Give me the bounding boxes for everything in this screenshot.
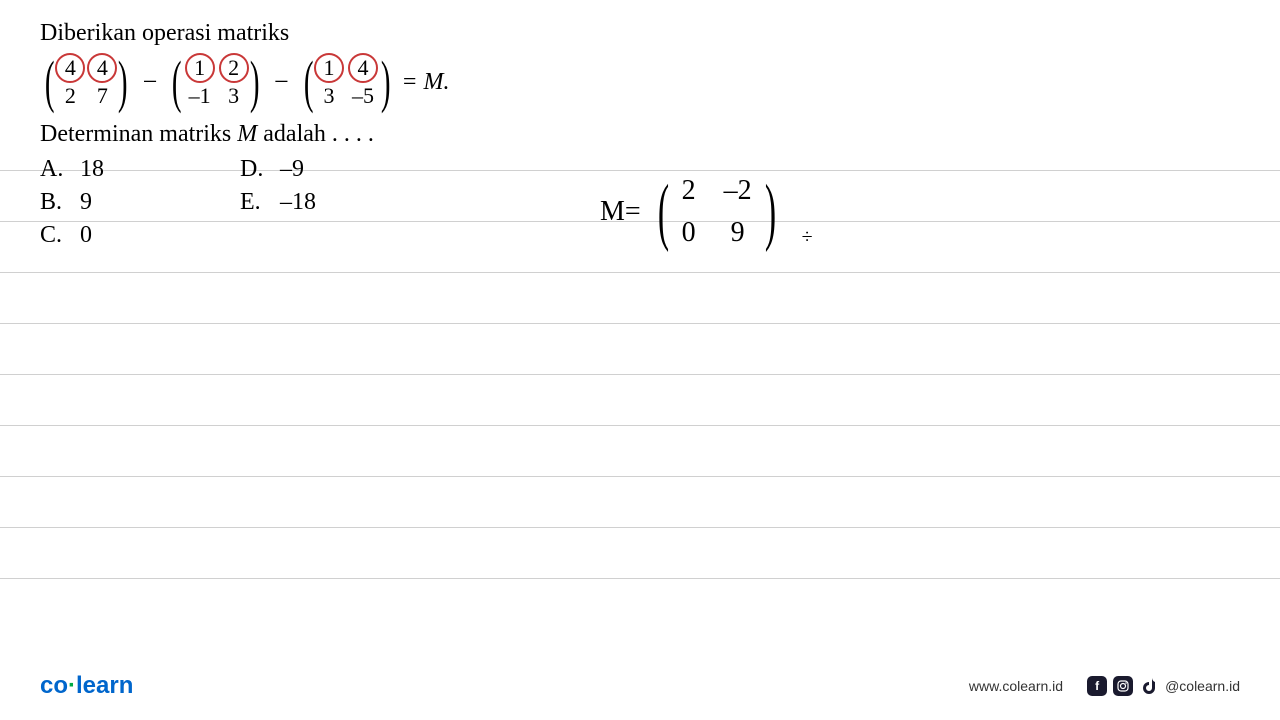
- handwriting-matrix: ( 2 –2 0 9 ) ÷: [651, 175, 783, 249]
- facebook-icon: f: [1087, 676, 1107, 696]
- footer-url: www.colearn.id: [969, 678, 1063, 694]
- handwritten-work: M= ( 2 –2 0 9 ) ÷: [600, 175, 783, 249]
- tiktok-icon: [1139, 676, 1159, 696]
- footer-right: www.colearn.id f @colearn.id: [969, 676, 1240, 696]
- question-text: Determinan matriks M adalah . . . .: [40, 121, 1240, 148]
- footer: co·learn www.colearn.id f @colearn.id: [0, 672, 1280, 700]
- division-symbol: ÷: [802, 226, 813, 249]
- minus-op: −: [143, 67, 158, 97]
- colearn-logo: co·learn: [40, 672, 133, 700]
- instagram-icon: [1113, 676, 1133, 696]
- social-icons: f @colearn.id: [1087, 676, 1240, 696]
- matrix-equation: ( 4 4 2 7 ) − ( 1 2 –1 3 ) − ( 1: [40, 55, 1240, 109]
- option-b: B.9: [40, 189, 240, 216]
- minus-op: −: [274, 67, 289, 97]
- equals-m: = M.: [401, 69, 449, 96]
- option-e: E.–18: [240, 189, 440, 216]
- matrix-2: ( 1 2 –1 3 ): [167, 55, 264, 109]
- option-d: D.–9: [240, 156, 440, 183]
- problem-title: Diberikan operasi matriks: [40, 20, 1240, 47]
- option-a: A.18: [40, 156, 240, 183]
- matrix-3: ( 1 4 3 –5 ): [299, 55, 396, 109]
- handwriting-label: M=: [600, 196, 641, 228]
- social-handle: @colearn.id: [1165, 678, 1240, 694]
- option-c: C.0: [40, 222, 240, 249]
- matrix-1: ( 4 4 2 7 ): [40, 55, 133, 109]
